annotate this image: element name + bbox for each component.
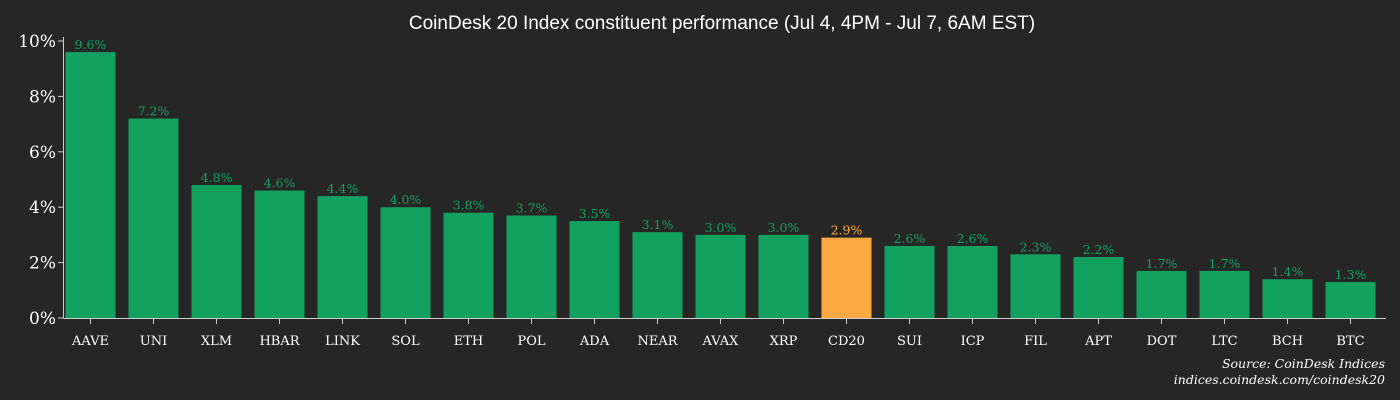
x-tick-label: LINK bbox=[325, 334, 360, 349]
data-label: 3.0% bbox=[768, 220, 800, 235]
data-label: 7.2% bbox=[138, 104, 170, 119]
bar-aave bbox=[65, 52, 116, 319]
data-label: 1.4% bbox=[1272, 264, 1304, 279]
chart-title: CoinDesk 20 Index constituent performanc… bbox=[409, 13, 1035, 34]
bar-sol bbox=[380, 207, 431, 318]
y-tick-label: 8% bbox=[29, 87, 56, 107]
bar-apt bbox=[1073, 257, 1124, 318]
data-label: 1.7% bbox=[1146, 256, 1178, 271]
x-tick-label: AAVE bbox=[71, 334, 109, 349]
data-label: 1.3% bbox=[1335, 267, 1367, 282]
data-label: 3.5% bbox=[579, 206, 611, 221]
data-label: 4.8% bbox=[201, 170, 233, 185]
bar-avax bbox=[695, 234, 746, 318]
bar-eth bbox=[443, 212, 494, 318]
x-tick-label: SOL bbox=[391, 334, 420, 349]
bar-btc bbox=[1325, 281, 1376, 318]
bar-near bbox=[632, 232, 683, 318]
bar-sui bbox=[884, 245, 935, 318]
bar-pol bbox=[506, 215, 557, 318]
y-tick-label: 4% bbox=[29, 198, 56, 218]
data-label: 4.6% bbox=[264, 176, 296, 191]
bar-bch bbox=[1262, 279, 1313, 318]
source-note: Source: CoinDesk Indices indices.coindes… bbox=[1174, 356, 1385, 387]
y-tick-label: 2% bbox=[29, 254, 56, 274]
x-axis: AAVE UNI XLM HBAR LINK SOL ETH POL ADA NEAR AVAX XR… bbox=[63, 318, 1386, 349]
x-tick-label: NEAR bbox=[637, 334, 678, 349]
bars-group: 9.6% 7.2% 4.8% 4.6% 4.4% 4.0% 3.8% 3.7% 3.5% 3.1%… bbox=[65, 37, 1376, 319]
bar-uni bbox=[128, 118, 179, 318]
x-tick-label: APT bbox=[1084, 334, 1112, 349]
data-label: 3.0% bbox=[705, 220, 737, 235]
data-label: 4.0% bbox=[390, 192, 422, 207]
x-tick-label: DOT bbox=[1147, 334, 1177, 349]
y-axis: 0% 2% 4% 6% 8% 10% bbox=[18, 32, 64, 329]
x-tick-label: ETH bbox=[454, 334, 484, 349]
bar-link bbox=[317, 196, 368, 318]
data-label: 3.1% bbox=[642, 217, 674, 232]
x-tick-label: BTC bbox=[1336, 334, 1364, 349]
bar-ltc bbox=[1199, 270, 1250, 318]
data-label: 3.8% bbox=[453, 198, 485, 213]
data-label: 4.4% bbox=[327, 181, 359, 196]
x-tick-label: ICP bbox=[961, 334, 985, 349]
x-tick-label: UNI bbox=[140, 334, 167, 349]
x-tick-label: XRP bbox=[770, 334, 798, 349]
data-label: 9.6% bbox=[75, 37, 107, 52]
bar-dot bbox=[1136, 270, 1187, 318]
data-label: 2.9% bbox=[831, 223, 863, 238]
x-tick-label: POL bbox=[517, 334, 545, 349]
y-tick-label: 10% bbox=[18, 32, 56, 52]
bar-cd20 bbox=[821, 237, 872, 318]
y-tick-label: 6% bbox=[29, 143, 56, 163]
x-tick-label: CD20 bbox=[828, 334, 865, 349]
data-label: 2.3% bbox=[1020, 239, 1052, 254]
data-label: 2.6% bbox=[894, 231, 926, 246]
bar-ada bbox=[569, 221, 620, 318]
x-tick-label: ADA bbox=[579, 334, 610, 349]
data-label: 3.7% bbox=[516, 201, 548, 216]
source-line-1: Source: CoinDesk Indices bbox=[1222, 356, 1385, 371]
x-tick-label: AVAX bbox=[702, 334, 740, 349]
data-label: 1.7% bbox=[1209, 256, 1241, 271]
data-label: 2.2% bbox=[1083, 242, 1115, 257]
data-label: 2.6% bbox=[957, 231, 989, 246]
x-tick-label: XLM bbox=[201, 334, 232, 349]
bar-icp bbox=[947, 245, 998, 318]
bar-fil bbox=[1010, 254, 1061, 318]
x-tick-label: FIL bbox=[1024, 334, 1047, 349]
bar-xrp bbox=[758, 234, 809, 318]
x-tick-label: BCH bbox=[1272, 334, 1303, 349]
x-tick-label: HBAR bbox=[259, 334, 300, 349]
y-tick-label: 0% bbox=[29, 309, 56, 329]
x-tick-label: SUI bbox=[897, 334, 922, 349]
bar-xlm bbox=[191, 185, 242, 318]
x-tick-label: LTC bbox=[1211, 334, 1237, 349]
source-line-2: indices.coindesk.com/coindesk20 bbox=[1174, 372, 1385, 387]
bar-hbar bbox=[254, 190, 305, 318]
